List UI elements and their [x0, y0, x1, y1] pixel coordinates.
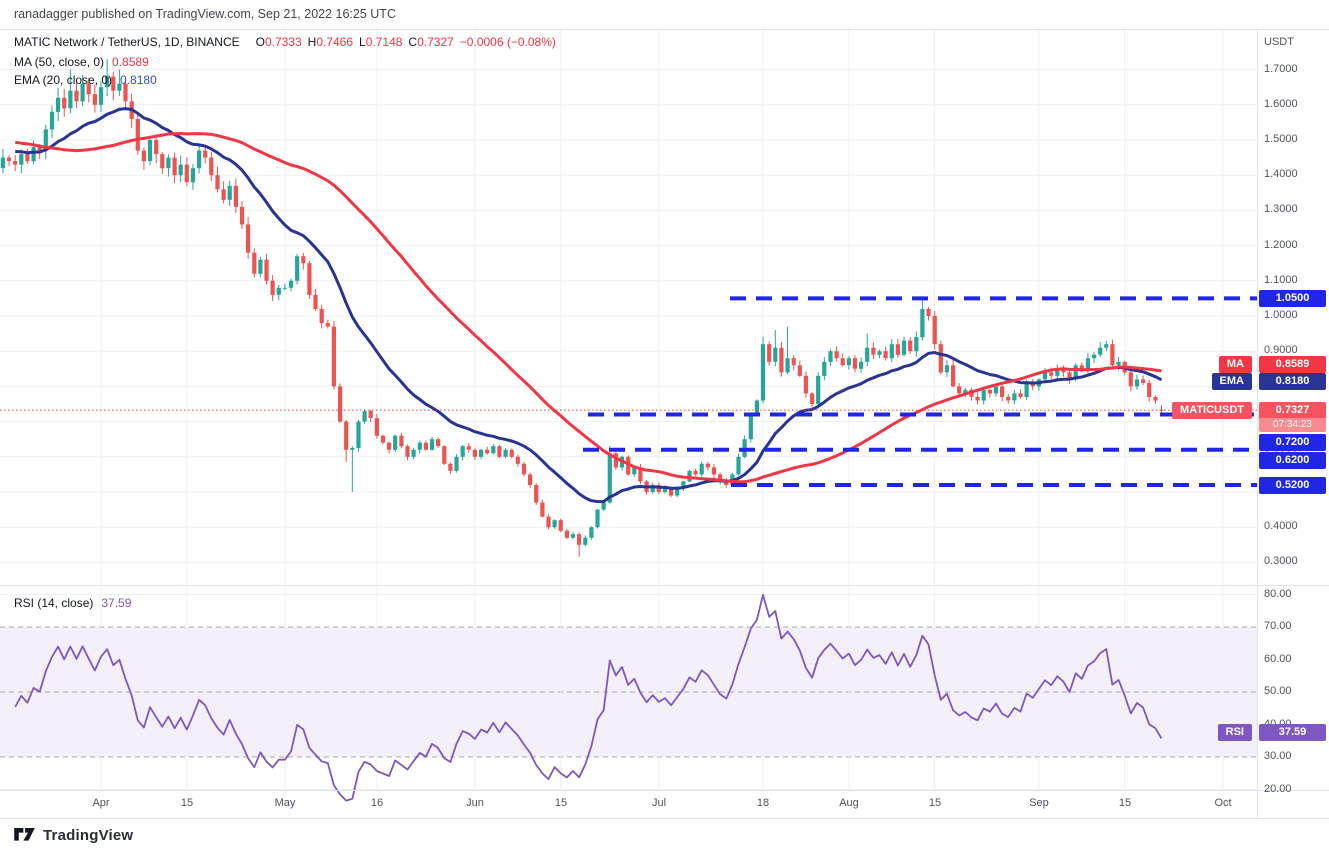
ohlc-values: O0.7333 H0.7466 L0.7148 C0.7327	[250, 35, 454, 49]
time-axis-border	[0, 790, 1329, 791]
price-tick-1.7000: 1.7000	[1264, 63, 1298, 75]
ma-indicator-label[interactable]: MA (50, close, 0)	[14, 55, 105, 69]
level-badge-0.6200: 0.6200	[1259, 452, 1326, 469]
time-tick-Sep: Sep	[1029, 797, 1049, 809]
time-tick-15: 15	[1118, 797, 1132, 809]
ema-legend: EMA (20, close, 0) 0.8180	[14, 73, 157, 87]
rsi-legend: RSI (14, close) 37.59	[14, 596, 131, 610]
header-divider	[0, 29, 1329, 30]
time-tick-May: May	[274, 797, 296, 809]
price-tick-1.0000: 1.0000	[1264, 309, 1298, 321]
price-tick-1.6000: 1.6000	[1264, 98, 1298, 110]
rsi-axis-tag: RSI	[1217, 724, 1252, 741]
tradingview-logo-icon	[14, 827, 35, 844]
ohlc-L-label: L	[359, 35, 366, 49]
time-tick-16: 16	[370, 797, 384, 809]
rsi-indicator-value: 37.59	[101, 596, 132, 610]
ohlc-O-label: O	[255, 35, 265, 49]
price-tick-0.4000: 0.4000	[1264, 520, 1298, 532]
ma-axis-tag: MA	[1218, 356, 1252, 373]
tradingview-logo[interactable]: TradingView	[14, 827, 133, 844]
rsi-indicator-label[interactable]: RSI (14, close)	[14, 596, 94, 610]
time-tick-Apr: Apr	[92, 797, 110, 809]
price-tick-1.1000: 1.1000	[1264, 274, 1298, 286]
time-tick-Jul: Jul	[651, 797, 667, 809]
ema-axis-value-badge: 0.8180	[1259, 373, 1326, 390]
level-badge-1.0500: 1.0500	[1259, 290, 1326, 307]
price-axis-unit: USDT	[1264, 36, 1294, 48]
rsi-tick-70.00: 70.00	[1264, 620, 1292, 632]
ohlc-C-label: C	[408, 35, 418, 49]
ohlc-L-value: 0.7148	[365, 35, 403, 49]
ma-legend: MA (50, close, 0) 0.8589	[14, 55, 149, 69]
time-tick-Jun: Jun	[466, 797, 484, 809]
time-axis[interactable]	[0, 790, 1257, 818]
ma-indicator-value: 0.8589	[112, 55, 149, 69]
ma-axis-value-badge: 0.8589	[1259, 356, 1326, 373]
price-tick-1.2000: 1.2000	[1264, 239, 1298, 251]
price-axis-border	[1257, 30, 1258, 818]
rsi-axis-value-badge: 37.59	[1259, 724, 1326, 741]
ohlc-C-value: 0.7327	[417, 35, 454, 49]
published-bar: ranadagger published on TradingView.com,…	[14, 7, 396, 21]
symbol-header: MATIC Network / TetherUS, 1D, BINANCE O0.…	[14, 35, 556, 49]
rsi-tick-30.00: 30.00	[1264, 750, 1292, 762]
price-tick-0.9000: 0.9000	[1264, 344, 1298, 356]
ema-axis-tag: EMA	[1211, 373, 1252, 390]
price-tick-0.3000: 0.3000	[1264, 555, 1298, 567]
rsi-tick-80.00: 80.00	[1264, 588, 1292, 600]
ohlc-O-value: 0.7333	[264, 35, 302, 49]
time-tick-15: 15	[180, 797, 194, 809]
time-tick-Oct: Oct	[1214, 797, 1232, 809]
change-value: −0.0006 (−0.08%)	[459, 35, 556, 49]
level-badge-0.5200: 0.5200	[1259, 477, 1326, 494]
rsi-tick-20.00: 20.00	[1264, 783, 1292, 795]
time-tick-15: 15	[928, 797, 942, 809]
last-price-badge: 0.7327	[1259, 402, 1326, 418]
pane-divider[interactable]	[0, 585, 1329, 586]
ema-indicator-value: 0.8180	[120, 73, 157, 87]
tradingview-brand-text: TradingView	[43, 827, 134, 844]
ema-indicator-label[interactable]: EMA (20, close, 0)	[14, 73, 113, 87]
rsi-tick-60.00: 60.00	[1264, 653, 1292, 665]
rsi-tick-50.00: 50.00	[1264, 685, 1292, 697]
time-tick-15: 15	[554, 797, 568, 809]
footer-divider	[0, 818, 1329, 819]
time-tick-Aug: Aug	[839, 797, 859, 809]
time-tick-18: 18	[756, 797, 770, 809]
ohlc-H-value: 0.7466	[316, 35, 354, 49]
price-tick-1.4000: 1.4000	[1264, 168, 1298, 180]
price-tick-1.3000: 1.3000	[1264, 203, 1298, 215]
symbol-axis-tag: MATICUSDT	[1172, 402, 1252, 419]
price-tick-1.5000: 1.5000	[1264, 133, 1298, 145]
candle-countdown: 07:34:23	[1259, 418, 1326, 432]
symbol-title[interactable]: MATIC Network / TetherUS, 1D, BINANCE	[14, 35, 240, 49]
level-badge-0.7200: 0.7200	[1259, 434, 1326, 451]
ohlc-H-label: H	[307, 35, 317, 49]
